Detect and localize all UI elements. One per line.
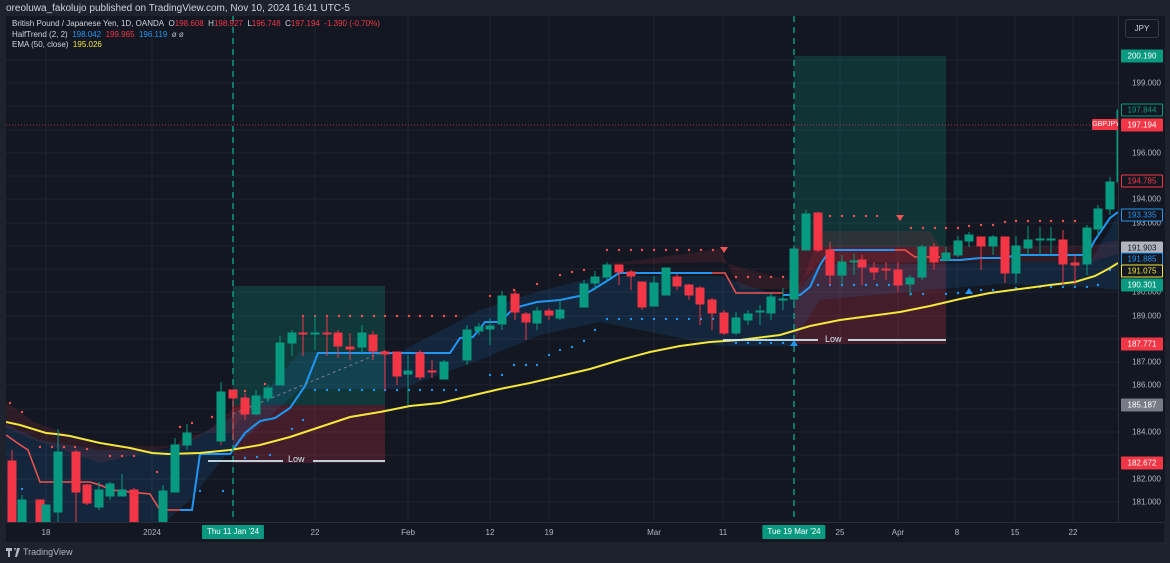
price-tick: 187.000 xyxy=(1132,357,1161,367)
time-tick: 25 xyxy=(835,528,845,537)
ema-value: 195.026 xyxy=(72,40,102,49)
price-tick: 194.000 xyxy=(1132,194,1161,204)
halftrend-value-2: 199.965 xyxy=(105,29,135,39)
price-tag: 185.187 xyxy=(1121,398,1163,412)
price-tick: 184.000 xyxy=(1132,427,1161,437)
price-tag: 191.903 xyxy=(1121,241,1163,255)
ema-title: EMA (50, close) xyxy=(12,40,69,49)
time-tick: 15 xyxy=(1010,528,1020,537)
time-tick: 18 xyxy=(41,528,51,537)
time-badge: Thu 11 Jan '24 xyxy=(201,525,265,539)
price-tag: 197.194 xyxy=(1121,118,1163,132)
time-badge: Tue 19 Mar '24 xyxy=(762,525,826,539)
candles xyxy=(7,109,1118,522)
symbol-price-tag: GBPJPY xyxy=(1092,119,1118,130)
price-tick: 199.000 xyxy=(1132,78,1161,88)
brand-text: TradingView xyxy=(23,547,73,557)
price-tick: 196.000 xyxy=(1132,148,1161,158)
low-label-1: Low xyxy=(288,454,305,464)
price-tick: 193.000 xyxy=(1132,218,1161,228)
symbol-title: British Pound / Japanese Yen, 1D, OANDA xyxy=(12,19,165,28)
bottom-bar: TradingView xyxy=(0,542,1170,563)
price-tag: 200.190 xyxy=(1121,49,1163,63)
halftrend-blue-dots xyxy=(20,268,1112,493)
price-tag: 187.771 xyxy=(1121,337,1163,351)
time-scale[interactable]: 18 2024 22 Feb 12 19 Mar 11 25 Apr 8 15 22 Thu 11 Jan… xyxy=(6,522,1164,543)
price-tick: 182.000 xyxy=(1132,474,1161,484)
low-label: L xyxy=(247,19,252,28)
halftrend-lower-band xyxy=(6,215,1118,522)
published-text: oreoluwa_fakolujo published on TradingVi… xyxy=(6,3,350,14)
time-tick: 8 xyxy=(954,528,960,537)
time-tick: 22 xyxy=(1068,528,1078,537)
currency-button[interactable]: JPY xyxy=(1125,19,1159,38)
price-tag: 191.075 xyxy=(1121,264,1163,278)
price-tick: 189.000 xyxy=(1132,311,1161,321)
top-bar: oreoluwa_fakolujo published on TradingVi… xyxy=(0,0,1170,16)
close-label: C xyxy=(285,19,291,28)
chart-legend: British Pound / Japanese Yen, 1D, OANDA … xyxy=(12,19,380,51)
time-tick: 22 xyxy=(310,528,320,537)
halftrend-line-red-3 xyxy=(895,249,940,258)
price-tag: 193.335 xyxy=(1121,208,1163,222)
ema-legend-row[interactable]: EMA (50, close) 195.026 xyxy=(12,40,380,51)
high-label: H xyxy=(208,19,214,28)
time-tick: Mar xyxy=(647,528,661,537)
time-tick: Feb xyxy=(401,528,415,537)
time-tick: 19 xyxy=(544,528,554,537)
buy-signal-triangle-1 xyxy=(790,340,798,346)
change-value: -1.390 (-0.70%) xyxy=(324,19,380,28)
sell-signal-triangle-2 xyxy=(896,215,904,221)
time-tick: 12 xyxy=(485,528,495,537)
buy-signal-triangle-2 xyxy=(965,288,973,294)
low-value: 196.748 xyxy=(251,19,281,28)
chart-canvas[interactable] xyxy=(6,16,1118,522)
open-label: O xyxy=(168,19,175,28)
halftrend-value-1: 198.042 xyxy=(72,29,102,39)
chart-pane[interactable]: British Pound / Japanese Yen, 1D, OANDA … xyxy=(6,16,1118,522)
tradingview-logo-icon xyxy=(6,547,20,557)
price-tick: 190.000 xyxy=(1132,287,1161,297)
halftrend-value-3: 196.119 xyxy=(138,29,168,39)
halftrend-value-4: ø ø xyxy=(171,29,184,39)
ema-50-line xyxy=(6,262,1118,456)
time-tick: 2024 xyxy=(143,528,161,537)
tradingview-logo[interactable]: TradingView xyxy=(6,547,73,557)
halftrend-line-red-1 xyxy=(6,434,180,511)
price-tag: 194.785 xyxy=(1121,174,1163,188)
halftrend-line-red-2 xyxy=(712,272,783,294)
price-tag: 197.844 xyxy=(1121,103,1163,117)
high-value: 198.927 xyxy=(213,19,243,28)
low-label-2: Low xyxy=(825,334,842,344)
price-tag: 182.672 xyxy=(1121,456,1163,470)
time-tick: Apr xyxy=(891,528,905,537)
halftrend-line-blue-2 xyxy=(783,249,895,296)
sell-signal-triangle-1 xyxy=(720,247,728,253)
time-tick: 11 xyxy=(718,528,728,537)
price-tick: 186.000 xyxy=(1132,380,1161,390)
price-scale[interactable]: 199.000 196.000 194.000 193.000 190.000 189.0… xyxy=(1118,16,1165,522)
close-value: 197.194 xyxy=(290,19,320,28)
halftrend-legend-row[interactable]: HalfTrend (2, 2) 198.042 199.965 196.119… xyxy=(12,30,380,41)
price-tag: 190.301 xyxy=(1121,278,1163,292)
symbol-legend-row[interactable]: British Pound / Japanese Yen, 1D, OANDA … xyxy=(12,19,380,30)
open-value: 198.608 xyxy=(174,19,204,28)
halftrend-title: HalfTrend (2, 2) xyxy=(12,29,68,39)
price-tick: 181.000 xyxy=(1132,497,1161,507)
